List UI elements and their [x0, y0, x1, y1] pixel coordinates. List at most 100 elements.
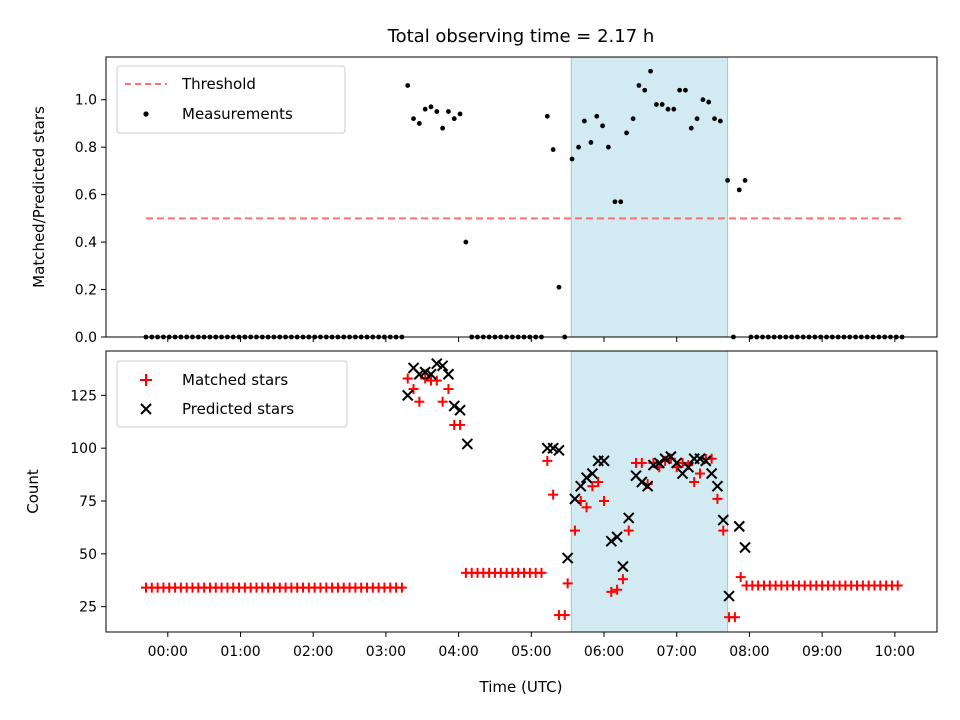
matched-star-point [408, 384, 419, 395]
measurement-point [576, 144, 581, 150]
measurement-point [706, 99, 712, 105]
x-axis-label: Time (UTC) [479, 678, 563, 696]
predicted-star-point [461, 438, 474, 450]
top-ytick-label: 0.8 [75, 140, 97, 156]
predicted-star-point [623, 512, 635, 524]
measurement-point [411, 116, 416, 122]
predicted-star-point [711, 480, 724, 492]
predicted-star-point [448, 400, 460, 412]
measurement-point [612, 199, 618, 205]
bottom-ytick-label: 125 [70, 388, 97, 404]
measurement-point [550, 147, 556, 152]
top-ytick-label: 0.0 [75, 330, 97, 346]
measurement-point [416, 121, 422, 126]
matched-star-point [729, 612, 740, 623]
predicted-star-point [580, 472, 593, 484]
measurement-point [428, 104, 434, 110]
top-ytick-label: 0.2 [75, 283, 97, 299]
measurement-point [630, 116, 636, 122]
measurement-point [683, 87, 688, 93]
measurement-point [556, 284, 562, 290]
top-ytick-label: 0.6 [75, 188, 97, 204]
bottom-ytick-label: 100 [70, 441, 97, 457]
matched-star-point [536, 567, 547, 578]
bottom-y-axis-label: Count [24, 469, 42, 514]
predicted-star-point [611, 531, 623, 543]
matched-star-point [689, 476, 700, 487]
matched-star-point [548, 489, 559, 500]
measurement-point [659, 102, 665, 107]
measurement-point [725, 177, 731, 183]
predicted-stars-points [402, 357, 751, 602]
measurement-point [653, 102, 659, 107]
bottom-ytick-label: 75 [79, 494, 97, 510]
matched-star-point [892, 580, 903, 591]
matched-star-point [694, 468, 705, 479]
top-y-axis-label: Matched/Predicted stars [30, 106, 48, 288]
matched-star-point [420, 373, 431, 384]
bottom-legend: Matched stars Predicted stars [116, 360, 348, 428]
top-ytick-label: 0.4 [75, 235, 97, 251]
matched-star-point [396, 582, 407, 593]
matched-star-point [437, 396, 448, 407]
bottom-xtick-label: 09:00 [802, 644, 842, 660]
measurement-point [624, 130, 629, 136]
measurement-point [694, 116, 700, 122]
matched-star-point [593, 476, 604, 487]
top-legend-box [116, 65, 346, 134]
measurement-point [600, 123, 605, 129]
legend-measurements-label: Measurements [182, 105, 293, 123]
matched-star-point [559, 610, 570, 621]
measurement-point [434, 109, 440, 114]
measurement-point [671, 106, 677, 112]
bottom-xtick-label: 05:00 [511, 644, 551, 660]
predicted-star-point [653, 457, 665, 469]
observing-window-top [570, 56, 729, 338]
bottom-xtick-label: 04:00 [438, 644, 478, 660]
predicted-star-point [682, 461, 695, 473]
observing-window-bottom [570, 350, 729, 633]
matched-star-point [587, 481, 598, 492]
legend-matched-swatch [140, 374, 152, 386]
bottom-legend-box [116, 360, 348, 428]
predicted-star-point [641, 480, 654, 492]
bottom-xtick-label: 10:00 [875, 644, 915, 660]
predicted-star-point [705, 467, 718, 480]
matched-star-point [612, 584, 623, 595]
matched-star-point [581, 502, 592, 513]
measurement-point [581, 118, 587, 124]
measurement-point [605, 144, 611, 150]
measurement-point [700, 97, 706, 103]
measurement-point [440, 125, 446, 131]
measurement-point [463, 239, 469, 245]
measurement-point [665, 106, 671, 112]
legend-measurements-swatch [143, 111, 149, 117]
matched-star-point [562, 578, 573, 589]
measurement-point [736, 187, 742, 193]
predicted-star-point [717, 514, 729, 526]
bottom-xtick-label: 06:00 [584, 644, 624, 660]
bottom-x-ticks: 00:00 01:00 02:00 03:00 04:00 05:00 06:00 07:00… [148, 632, 915, 660]
measurement-point [446, 109, 451, 114]
predicted-star-point [586, 467, 599, 480]
predicted-star-point [569, 493, 581, 505]
predicted-star-point [454, 404, 466, 416]
top-plot-frame [105, 56, 938, 338]
predicted-star-point [723, 590, 735, 602]
measurement-point [677, 87, 683, 93]
top-panel: 0.0 0.2 0.4 0.6 0.8 1.0 Matched/Predicted sta… [30, 56, 938, 346]
predicted-star-point [605, 535, 617, 547]
bottom-ytick-label: 25 [79, 600, 97, 616]
legend-predicted-label: Predicted stars [182, 400, 294, 418]
legend-predicted-swatch [140, 403, 152, 415]
bottom-xtick-label: 00:00 [148, 644, 188, 660]
matched-star-point [431, 375, 442, 386]
matched-star-point [455, 419, 466, 430]
predicted-star-point [636, 476, 648, 488]
measurement-point [422, 106, 428, 112]
measurement-point [642, 87, 648, 93]
matched-star-point [617, 574, 628, 585]
bottom-xtick-label: 03:00 [366, 644, 406, 660]
predicted-star-point [700, 455, 712, 467]
